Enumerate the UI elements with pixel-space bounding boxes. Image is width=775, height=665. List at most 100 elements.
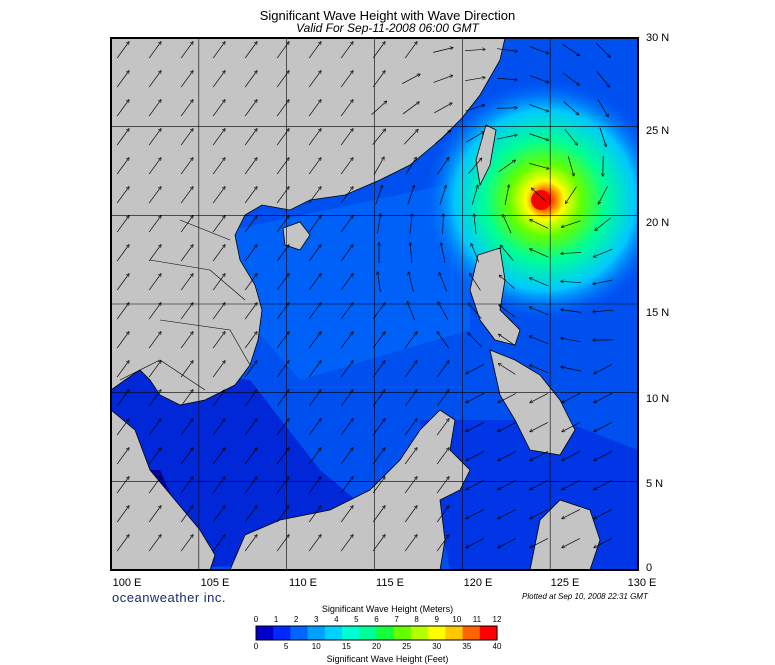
wave-arrow bbox=[433, 76, 453, 83]
wave-arrow bbox=[244, 448, 257, 465]
wave-arrow bbox=[276, 332, 289, 349]
wave-arrow bbox=[244, 419, 257, 436]
legend-tick-label: 10 bbox=[452, 615, 462, 624]
wave-arrow bbox=[464, 49, 485, 50]
wave-arrow bbox=[436, 419, 449, 436]
wave-arrow bbox=[530, 220, 549, 229]
wave-arrow bbox=[530, 480, 549, 489]
wave-arrow bbox=[597, 99, 608, 116]
land-hainan bbox=[282, 221, 311, 251]
wave-arrow bbox=[405, 157, 416, 175]
wave-arrow bbox=[180, 216, 193, 233]
wave-arrow bbox=[340, 274, 353, 291]
wave-arrow bbox=[372, 390, 385, 407]
land-borneo bbox=[229, 409, 471, 570]
wave-arrow bbox=[496, 108, 517, 109]
wave-arrow bbox=[116, 448, 129, 465]
wave-arrow bbox=[308, 477, 321, 494]
wave-arrow bbox=[340, 419, 353, 436]
legend-color-swatch bbox=[462, 626, 481, 640]
wave-arrow bbox=[212, 129, 225, 146]
wave-arrow bbox=[148, 187, 161, 204]
land-mainland bbox=[111, 38, 506, 406]
wave-arrow bbox=[212, 390, 225, 407]
wave-arrow bbox=[148, 390, 161, 407]
wave-arrow bbox=[180, 187, 193, 204]
wave-arrow bbox=[561, 252, 582, 253]
wave-arrow bbox=[530, 451, 549, 460]
wave-arrow bbox=[308, 303, 321, 320]
wave-arrow bbox=[276, 129, 289, 146]
wave-arrow bbox=[116, 390, 129, 407]
wave-arrow bbox=[244, 390, 257, 407]
lon-label-105: 105 E bbox=[200, 577, 230, 589]
wave-arrow bbox=[530, 393, 549, 402]
brand-logo-text: oceanweather inc. bbox=[112, 590, 227, 605]
wave-arrow bbox=[530, 249, 549, 258]
wave-arrow bbox=[340, 100, 353, 117]
wave-arrow bbox=[116, 100, 129, 117]
legend-color-swatch bbox=[273, 626, 292, 640]
wave-arrow bbox=[468, 333, 483, 348]
legend-color-swatch bbox=[359, 626, 378, 640]
wave-arrow bbox=[244, 303, 257, 320]
wave-arrow bbox=[212, 535, 225, 552]
wave-arrow bbox=[212, 419, 225, 436]
wave-arrow bbox=[402, 74, 420, 85]
wave-arrow bbox=[340, 71, 353, 88]
wave-arrow bbox=[498, 160, 515, 173]
wave-arrow bbox=[466, 538, 485, 547]
wave-arrow bbox=[375, 186, 383, 205]
wave-arrow bbox=[466, 509, 485, 518]
wave-arrow bbox=[468, 158, 482, 174]
wave-arrow bbox=[148, 129, 161, 146]
wave-arrow bbox=[530, 509, 549, 518]
wave-arrow bbox=[443, 214, 444, 235]
wave-arrow bbox=[466, 393, 485, 402]
legend-color-swatch bbox=[324, 626, 343, 640]
legend-tick-label: 3 bbox=[314, 615, 319, 624]
wave-arrow bbox=[148, 506, 161, 523]
wave-arrow bbox=[529, 75, 549, 83]
wave-arrow bbox=[404, 448, 417, 465]
lat-label-10: 10 N bbox=[646, 393, 670, 405]
wave-arrow bbox=[439, 273, 448, 292]
wave-arrow bbox=[180, 245, 193, 262]
wave-arrow bbox=[276, 419, 289, 436]
legend-tick-label: 5 bbox=[283, 642, 289, 651]
wave-arrow bbox=[276, 535, 289, 552]
land-sulawesi bbox=[529, 499, 601, 570]
wave-arrow bbox=[561, 281, 582, 282]
lat-label-15: 15 N bbox=[646, 307, 670, 319]
wave-arrow bbox=[504, 185, 509, 205]
wave-arrow bbox=[564, 128, 577, 145]
wave-arrow bbox=[466, 480, 485, 489]
wave-arrow bbox=[276, 42, 289, 59]
wave-arrow bbox=[497, 48, 517, 52]
legend-colorbar-frame bbox=[255, 625, 498, 641]
wave-arrow bbox=[466, 364, 485, 373]
lon-label-130: 130 E bbox=[627, 577, 657, 589]
wave-arrow bbox=[501, 245, 514, 261]
land-taiwan bbox=[475, 124, 497, 187]
wave-arrow bbox=[474, 214, 477, 234]
wave-arrow bbox=[180, 158, 193, 175]
wave-arrow bbox=[403, 130, 418, 145]
legend-color-swatch bbox=[410, 626, 429, 640]
wave-arrow bbox=[595, 42, 610, 57]
wave-arrow bbox=[593, 279, 613, 284]
wave-arrow bbox=[116, 42, 129, 59]
wave-arrow bbox=[402, 102, 419, 115]
legend-tick-label: 25 bbox=[402, 642, 412, 651]
wave-arrow bbox=[562, 72, 579, 85]
wave-arrow bbox=[372, 42, 385, 59]
wave-arrow bbox=[180, 100, 193, 117]
wave-arrow bbox=[212, 245, 225, 262]
legend-tick-label: 11 bbox=[472, 615, 482, 624]
wave-arrow bbox=[340, 535, 353, 552]
wave-arrow bbox=[148, 448, 161, 465]
wave-arrow bbox=[498, 393, 517, 402]
wave-arrow bbox=[308, 535, 321, 552]
lat-label-25: 25 N bbox=[646, 125, 670, 137]
wave-arrow bbox=[598, 185, 608, 204]
